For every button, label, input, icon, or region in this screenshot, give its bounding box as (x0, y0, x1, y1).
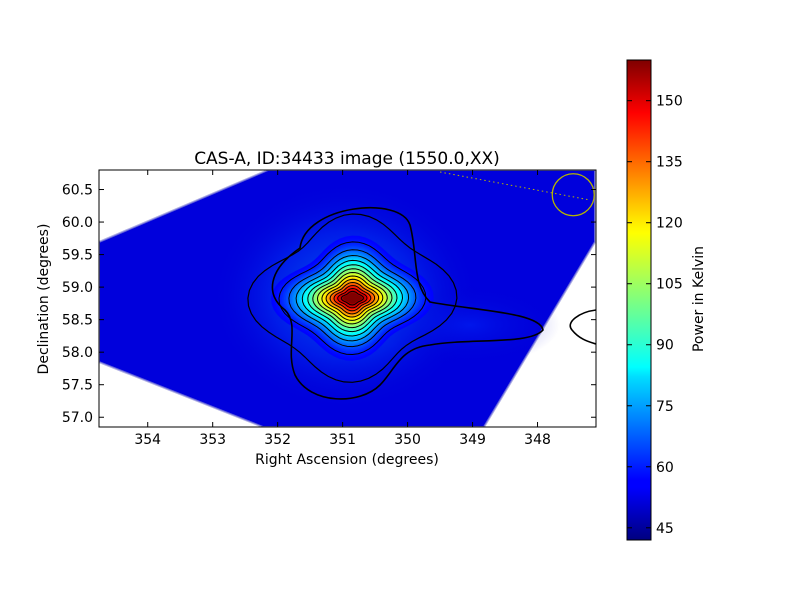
y-tick-label: 59.0 (62, 280, 93, 296)
y-tick-label: 59.5 (62, 248, 93, 264)
beam-marker (551, 173, 595, 217)
x-tick-label: 348 (524, 432, 551, 448)
contour-layer (247, 213, 458, 383)
contour-line (325, 278, 380, 318)
contour-line (329, 281, 376, 315)
contour-line (247, 213, 458, 383)
outer-contour (271, 207, 544, 400)
colorbar-tick-label: 75 (656, 399, 674, 415)
colorbar-label: Power in Kelvin (691, 246, 707, 352)
chart-title: CAS-A, ID:34433 image (1550.0,XX) (194, 149, 500, 169)
y-axis: 60.5 60.0 59.5 59.0 58.5 58.0 57.5 57.0 (62, 183, 596, 426)
contour-line (307, 264, 398, 333)
x-tick-label: 352 (264, 432, 291, 448)
contour-line (312, 268, 393, 329)
footprint-edge (99, 170, 596, 427)
y-tick-label: 57.5 (62, 378, 93, 394)
y-tick-label: 58.0 (62, 345, 93, 361)
contour-line (295, 254, 410, 342)
colorbar-tick-label: 90 (656, 338, 674, 354)
contour-line (337, 287, 368, 309)
x-tick-label: 349 (459, 432, 486, 448)
contour-line (301, 259, 404, 337)
colorbar-tick-label: 135 (656, 155, 683, 171)
axes-frame (98, 169, 597, 428)
plot-area (98, 169, 597, 428)
beam-guide-line (439, 171, 591, 201)
y-tick-label: 57.0 (62, 410, 93, 426)
x-tick-label: 353 (199, 432, 226, 448)
contour-line (288, 249, 417, 348)
x-tick-label: 351 (329, 432, 356, 448)
colorbar-tick-label: 120 (656, 216, 683, 232)
colorbar-tick-label: 60 (656, 460, 674, 476)
x-axis: 354 353 352 351 350 349 348 (134, 170, 551, 448)
colorbar-ticks: 45 60 75 90 105 120 135 150 (627, 94, 683, 537)
contour-line (333, 285, 372, 312)
contour-line (316, 271, 388, 325)
contour-line (321, 275, 384, 321)
contour-line (278, 241, 427, 356)
y-axis-label: Declination (degrees) (36, 224, 52, 375)
colorbar-tick-label: 150 (656, 94, 683, 110)
y-tick-label: 58.5 (62, 313, 93, 329)
contour-line (340, 290, 364, 306)
heat-band (343, 292, 362, 304)
x-tick-label: 350 (394, 432, 421, 448)
colorbar-gradient (626, 59, 652, 541)
edge-contour (569, 309, 596, 345)
x-tick-label: 354 (134, 432, 161, 448)
x-axis-label: Right Ascension (degrees) (255, 452, 439, 468)
colorbar: 45 60 75 90 105 120 135 150 Power in Kelvin (626, 59, 707, 541)
colorbar-tick-label: 105 (656, 277, 683, 293)
colorbar-tick-label: 45 (656, 521, 674, 537)
y-tick-label: 60.0 (62, 215, 93, 231)
y-tick-label: 60.5 (62, 183, 93, 199)
